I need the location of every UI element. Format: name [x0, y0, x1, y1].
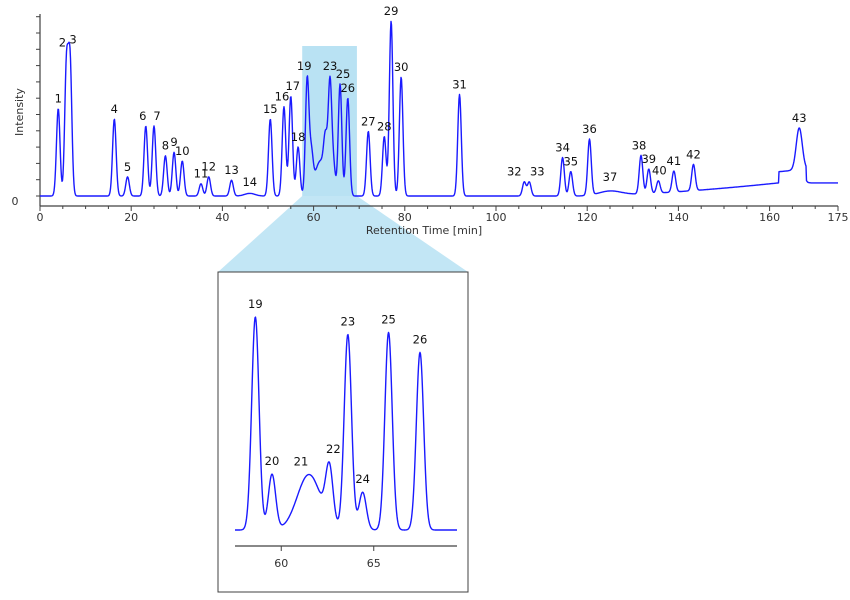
peak-label: 40	[652, 164, 667, 178]
peak-label: 14	[242, 175, 257, 189]
inset-peak-label: 24	[355, 472, 370, 486]
peak-label: 30	[394, 60, 409, 74]
peak-label: 1	[55, 91, 62, 105]
peak-label: 29	[384, 4, 399, 18]
inset-x-tick-label: 60	[274, 557, 288, 570]
peak-label: 18	[291, 130, 306, 144]
x-tick-label: 0	[37, 211, 44, 224]
inset-x-ticks: 60 65	[274, 546, 381, 570]
peak-label: 19	[297, 59, 312, 73]
peak-label: 37	[603, 170, 618, 184]
peak-label: 23	[323, 59, 338, 73]
x-ticks: 0 20 40 60 80 100 120 140 160 175	[37, 206, 849, 224]
inset-peak-label: 25	[381, 312, 396, 326]
peak-label: 39	[641, 152, 656, 166]
peak-label: 28	[377, 119, 392, 133]
peak-label: 32	[507, 165, 522, 179]
peak-label: 10	[175, 144, 190, 158]
y-ticks	[36, 16, 40, 197]
x-tick-label: 100	[486, 211, 507, 224]
peak-label: 13	[224, 163, 239, 177]
inset-peak-label: 26	[413, 332, 428, 346]
y-zero-label: 0	[12, 195, 19, 208]
peak-label: 34	[555, 140, 570, 154]
x-tick-label: 40	[215, 211, 229, 224]
inset-peak-labels: 19 20 21 22 23 24 25 26	[248, 297, 427, 486]
inset-peak-label: 20	[265, 454, 280, 468]
peak-label: 4	[111, 102, 118, 116]
peak-label: 36	[582, 122, 597, 136]
peak-label: 12	[201, 160, 216, 174]
peak-label: 38	[632, 138, 647, 152]
peak-label: 17	[285, 79, 300, 93]
chromatogram-trace	[39, 20, 839, 197]
peak-label: 6	[139, 109, 146, 123]
inset-peak-label: 21	[294, 455, 309, 469]
x-tick-label: 60	[307, 211, 321, 224]
peak-label: 42	[686, 147, 701, 161]
x-tick-label: 175	[828, 211, 849, 224]
peak-label: 5	[124, 160, 131, 174]
peak-label: 26	[340, 81, 355, 95]
peak-label: 3	[69, 32, 76, 46]
x-axis-title: Retention Time [min]	[366, 224, 482, 237]
peak-label: 11	[194, 167, 209, 181]
inset-chromatogram-trace	[234, 316, 458, 531]
peak-label: 8	[162, 139, 169, 153]
x-tick-label: 20	[124, 211, 138, 224]
peak-label: 41	[667, 154, 682, 168]
peak-label: 35	[563, 154, 578, 168]
inset-peak-label: 23	[341, 314, 356, 328]
inset-peak-label: 19	[248, 297, 263, 311]
peak-label: 31	[452, 78, 467, 92]
peak-label: 25	[336, 67, 351, 81]
peak-label: 9	[170, 135, 177, 149]
peak-label: 15	[263, 102, 278, 116]
zoom-connector	[218, 196, 468, 272]
peak-label: 7	[153, 109, 160, 123]
highlight-region	[302, 46, 357, 196]
x-tick-label: 120	[577, 211, 598, 224]
peak-label: 27	[361, 114, 376, 128]
inset-peak-label: 22	[326, 442, 341, 456]
peak-label: 43	[792, 111, 807, 125]
x-tick-label: 160	[759, 211, 780, 224]
inset-chart: 60 65 19 20 21 22 23 24 25 26	[217, 271, 469, 593]
peak-label: 2	[59, 35, 66, 49]
inset-x-tick-label: 65	[367, 557, 381, 570]
y-axis-title: Intensity	[13, 88, 26, 136]
x-tick-label: 80	[398, 211, 412, 224]
peak-label: 16	[275, 90, 290, 104]
x-tick-label: 140	[668, 211, 689, 224]
peak-label: 33	[530, 165, 545, 179]
